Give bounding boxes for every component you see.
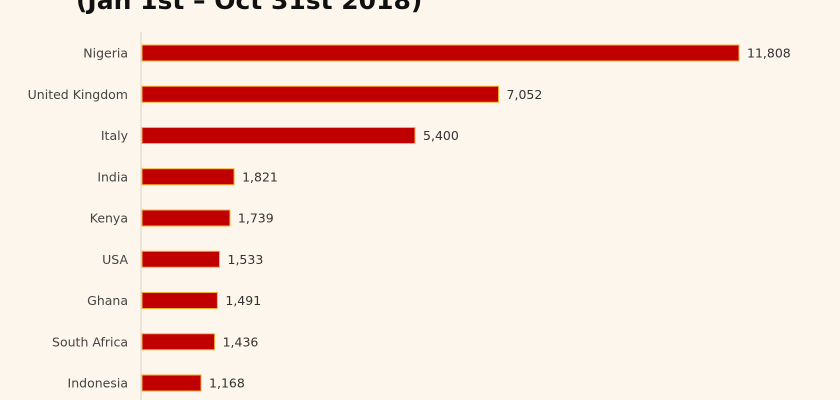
value-label: 5,400 (423, 128, 459, 143)
category-label: Ghana (87, 293, 128, 308)
category-label: Italy (101, 128, 129, 143)
bar-united-kingdom (141, 85, 500, 103)
bar-india (141, 168, 235, 186)
bar-ghana (141, 292, 218, 309)
value-label: 1,436 (223, 334, 259, 349)
bar-south-africa (141, 333, 216, 351)
bar-nigeria (141, 44, 740, 62)
value-label: 11,808 (747, 46, 791, 61)
category-label: Indonesia (68, 376, 128, 391)
category-label: Nigeria (83, 46, 128, 61)
value-label: 7,052 (507, 87, 543, 102)
value-label: 1,821 (242, 169, 278, 184)
category-label: India (97, 169, 128, 184)
category-label: South Africa (52, 334, 128, 349)
category-label: USA (102, 252, 128, 267)
bar-indonesia (141, 374, 202, 392)
bar-usa (141, 250, 221, 268)
value-label: 1,168 (209, 376, 245, 391)
category-label: United Kingdom (28, 87, 128, 102)
bar-kenya (141, 209, 231, 227)
chart-title: (Jan 1st – Oct 31st 2018) (76, 0, 423, 15)
value-label: 1,491 (225, 293, 261, 308)
bar-italy (141, 127, 416, 144)
category-label: Kenya (90, 211, 128, 226)
value-label: 1,739 (238, 211, 274, 226)
value-label: 1,533 (228, 252, 264, 267)
